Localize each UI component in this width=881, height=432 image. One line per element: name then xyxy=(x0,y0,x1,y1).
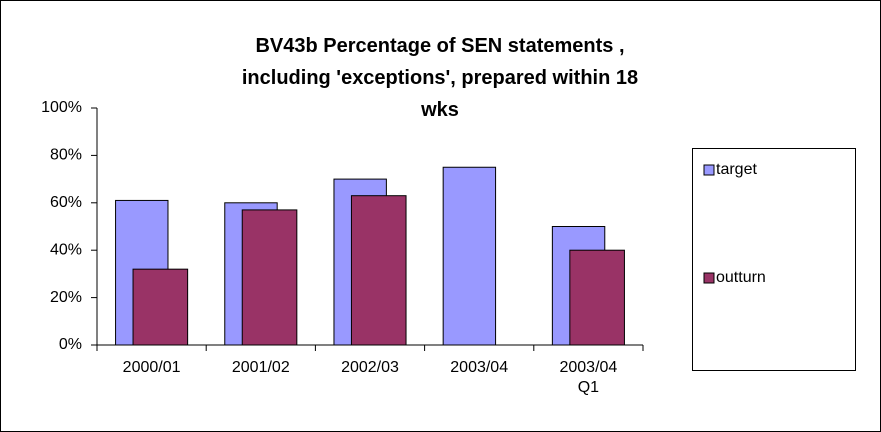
legend-swatch xyxy=(703,164,715,176)
x-tick-label: 2000/01 xyxy=(122,359,181,376)
x-tick-label: 2002/03 xyxy=(341,359,399,376)
bar xyxy=(569,249,625,346)
y-tick-label: 0% xyxy=(59,336,82,353)
chart-title: BV43b Percentage of SEN statements , inc… xyxy=(241,35,639,121)
legend-swatch xyxy=(703,272,715,284)
y-tick-label: 100% xyxy=(41,99,82,116)
bar xyxy=(350,195,407,346)
x-tick-label: 2003/04 xyxy=(450,359,509,376)
y-tick-label: 60% xyxy=(50,194,82,211)
bar xyxy=(132,268,189,346)
bar xyxy=(442,166,497,346)
legend-label: outturn xyxy=(716,269,766,286)
legend-label: target xyxy=(716,161,757,178)
y-tick-label: 40% xyxy=(50,241,82,258)
bar xyxy=(241,209,298,346)
legend-box xyxy=(692,148,856,371)
x-tick-label: 2003/04 Q1 xyxy=(559,359,618,396)
x-tick-label: 2001/02 xyxy=(231,359,290,376)
y-tick-label: 80% xyxy=(50,147,82,164)
y-tick-label: 20% xyxy=(50,289,82,306)
